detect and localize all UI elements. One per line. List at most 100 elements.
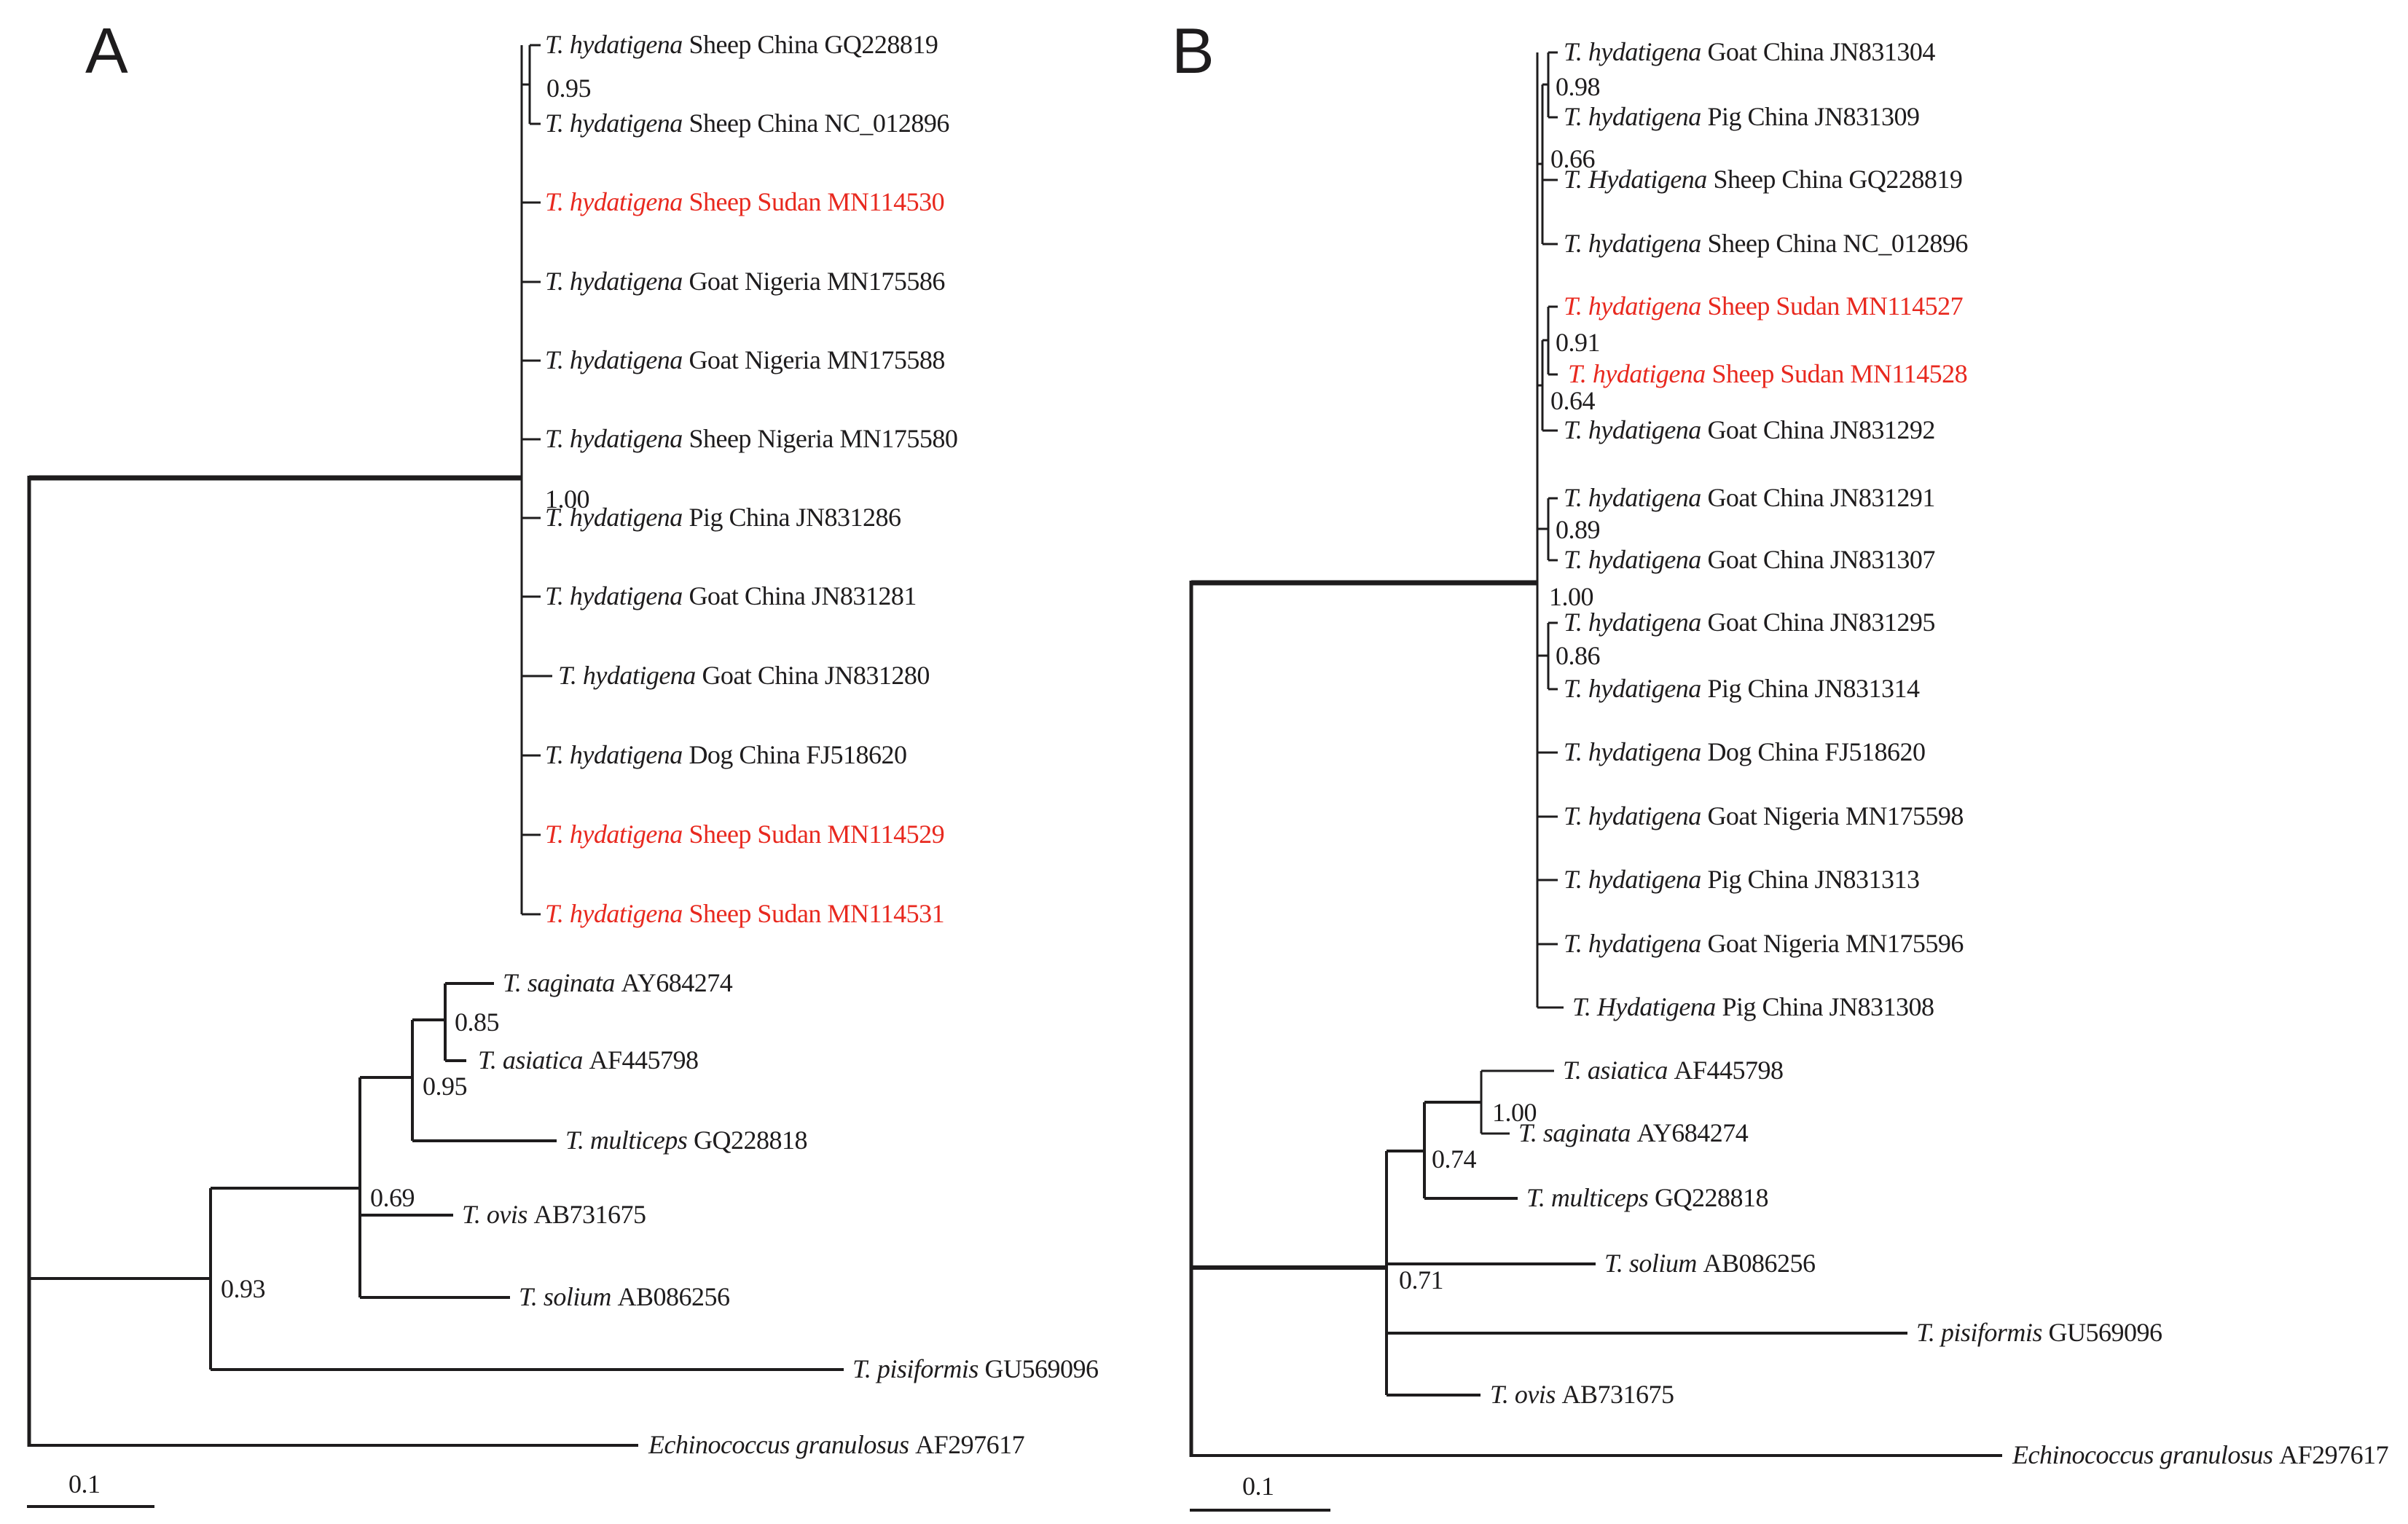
taxon-detail: Goat China JN831295 [1707,608,1935,637]
taxon-detail: Sheep Sudan MN114531 [689,899,945,929]
taxon-species: T. hydatigena [1564,483,1701,513]
taxon-label: T. hydatigena Goat Nigeria MN175596 [1564,929,1964,959]
taxon-label: T. hydatigena Sheep Nigeria MN175580 [545,424,958,454]
taxon-detail: GQ228818 [693,1126,808,1155]
taxon-label-highlighted: T. hydatigena Sheep Sudan MN114528 [1568,359,1968,389]
taxon-detail: AY684274 [621,968,733,998]
taxon-species: T. hydatigena [545,581,683,611]
taxon-species: T. Hydatigena [1564,165,1707,195]
taxon-detail: Sheep Sudan MN114527 [1707,291,1964,321]
support-value: 1.00 [545,484,590,514]
taxon-label: T. hydatigena Dog China FJ518620 [545,740,907,770]
taxon-species: T. hydatigena [545,30,683,60]
taxon-species: T. hydatigena [545,187,683,217]
taxon-label-highlighted: T. hydatigena Sheep Sudan MN114527 [1564,291,1964,321]
taxon-species: T. saginata [1518,1118,1631,1148]
taxon-species: T. hydatigena [1564,737,1701,767]
taxon-label: T. hydatigena Goat China JN831307 [1564,545,1935,575]
taxon-species: T. saginata [503,968,615,998]
taxon-detail: Goat China JN831307 [1707,545,1935,575]
taxon-label: T. hydatigena Pig China JN831286 [545,503,901,533]
taxon-species: T. solium [1604,1249,1697,1278]
support-value: 0.93 [221,1274,266,1304]
taxon-species: T. solium [519,1282,611,1312]
taxon-detail: Sheep China GQ228819 [1713,165,1963,195]
support-value: 0.91 [1556,328,1601,358]
taxon-species: T. hydatigena [1564,865,1701,895]
taxon-label: T. hydatigena Pig China JN831313 [1564,865,1920,895]
taxon-label-highlighted: T. hydatigena Sheep Sudan MN114531 [545,899,945,929]
taxon-species: T. hydatigena [1564,291,1701,321]
support-value: 0.71 [1399,1265,1444,1295]
taxon-detail: Goat China JN831280 [702,661,930,691]
taxon-detail: AY684274 [1636,1118,1749,1148]
support-value: 0.66 [1550,144,1596,174]
taxon-species: T. hydatigena [545,267,683,296]
taxon-detail: GQ228818 [1654,1183,1769,1213]
taxon-species: T. hydatigena [1564,929,1701,959]
taxon-species: T. hydatigena [545,503,683,533]
taxon-detail: Dog China FJ518620 [689,740,907,770]
taxon-species: T. hydatigena [1564,801,1701,831]
taxon-detail: Sheep Nigeria MN175580 [689,424,958,454]
taxon-label: T. Hydatigena Sheep China GQ228819 [1564,165,1963,195]
support-value: 0.95 [546,74,592,103]
taxon-label: T. Hydatigena Pig China JN831308 [1572,992,1934,1022]
taxon-label: T. ovis AB731675 [462,1200,646,1230]
taxon-species: T. hydatigena [545,899,683,929]
taxon-detail: Goat China JN831292 [1707,415,1935,445]
taxon-detail: Goat Nigeria MN175598 [1707,801,1964,831]
taxon-species: T. hydatigena [1568,359,1706,389]
taxon-species: T. hydatigena [1564,37,1701,67]
taxon-label: T. hydatigena Dog China FJ518620 [1564,737,1926,767]
taxon-label: T. hydatigena Sheep China GQ228819 [545,30,938,60]
support-value: 1.00 [1549,582,1594,612]
taxon-detail: Sheep China GQ228819 [689,30,938,60]
taxon-label: T. hydatigena Goat China JN831280 [558,661,930,691]
taxon-label: T. multiceps GQ228818 [565,1126,807,1155]
taxon-label: T. saginata AY684274 [1518,1118,1749,1148]
taxon-label: T. hydatigena Pig China JN831309 [1564,102,1920,132]
taxon-detail: Dog China FJ518620 [1707,737,1926,767]
taxon-label: T. hydatigena Sheep China NC_012896 [545,109,949,138]
support-value: 1.00 [1492,1098,1537,1128]
taxon-species: T. pisiformis [852,1354,979,1384]
taxon-detail: AF297617 [2279,1440,2389,1470]
taxon-label: T. asiatica AF445798 [1563,1056,1784,1085]
taxon-label: T. multiceps GQ228818 [1526,1183,1769,1213]
taxon-species: T. Hydatigena [1572,992,1716,1022]
taxon-detail: Pig China JN831313 [1707,865,1920,895]
taxon-label: Echinococcus granulosus AF297617 [2012,1440,2389,1470]
scale-bar-label: 0.1 [68,1469,101,1499]
taxon-species: T. hydatigena [1564,608,1701,637]
taxon-detail: AB731675 [1561,1380,1674,1410]
taxon-detail: Goat China JN831281 [689,581,917,611]
taxon-species: Echinococcus granulosus [2012,1440,2273,1470]
taxon-label: T. hydatigena Goat China JN831291 [1564,483,1935,513]
support-value: 0.98 [1556,72,1601,102]
taxon-label: T. pisiformis GU569096 [1916,1318,2162,1348]
taxon-species: T. hydatigena [545,345,683,375]
taxon-detail: Sheep China NC_012896 [689,109,949,138]
taxon-label: T. hydatigena Goat China JN831295 [1564,608,1935,637]
support-value: 0.95 [423,1072,468,1101]
taxon-species: T. ovis [1490,1380,1556,1410]
taxon-detail: Goat Nigeria MN175586 [689,267,945,296]
taxon-species: T. ovis [462,1200,528,1230]
taxon-species: T. multiceps [1526,1183,1649,1213]
taxon-detail: Goat Nigeria MN175596 [1707,929,1964,959]
panel-label-a: A [85,15,128,87]
taxon-species: Echinococcus granulosus [648,1430,909,1460]
taxon-species: T. asiatica [1563,1056,1668,1085]
support-value: 0.85 [455,1008,500,1037]
taxon-species: T. hydatigena [545,820,683,849]
taxon-species: T. hydatigena [1564,102,1701,132]
taxon-label-highlighted: T. hydatigena Sheep Sudan MN114529 [545,820,945,849]
taxon-species: T. hydatigena [1564,674,1701,704]
taxon-detail: Sheep Sudan MN114528 [1711,359,1968,389]
taxon-label: T. hydatigena Goat China JN831304 [1564,37,1935,67]
taxon-detail: Sheep Sudan MN114529 [689,820,945,849]
